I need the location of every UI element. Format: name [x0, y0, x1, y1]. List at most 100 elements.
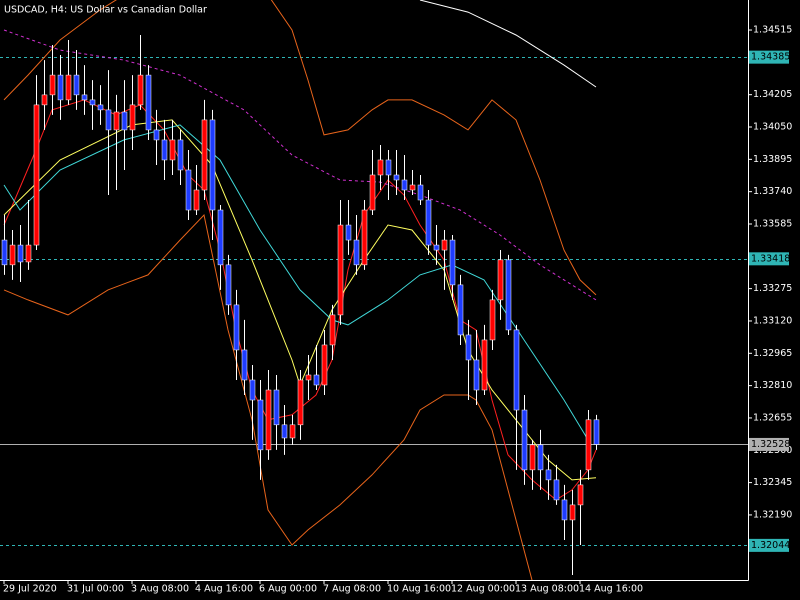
candle-body: [249, 379, 256, 401]
candle-body: [521, 409, 528, 471]
x-tick-label: 12 Aug 00:00: [451, 584, 515, 595]
indicator-line: [3, 0, 597, 296]
candle-body: [41, 94, 48, 106]
candle-body: [361, 209, 368, 266]
y-tick-label: 1.34205: [753, 89, 792, 100]
y-tick-label: 1.33585: [753, 218, 792, 229]
candle-body: [281, 424, 288, 439]
indicator-line: [3, 213, 533, 580]
candle-body: [137, 74, 144, 106]
candle-body: [569, 504, 576, 521]
indicator-line: [3, 29, 597, 301]
candle-body: [577, 484, 584, 506]
candle-body: [209, 119, 216, 211]
x-tick-label: 4 Aug 16:00: [195, 584, 253, 595]
axis-highlight-label: 1.32528: [751, 439, 790, 450]
candle-body: [457, 284, 464, 336]
axis-highlight: [749, 538, 789, 552]
candle-body: [25, 244, 32, 263]
candle-body: [233, 304, 240, 351]
y-tick-label: 1.33895: [753, 154, 792, 165]
candle-body: [89, 99, 96, 106]
x-tick-label: 3 Aug 08:00: [131, 584, 189, 595]
candle-body: [113, 111, 120, 131]
candle-body: [449, 239, 456, 286]
candle-body: [9, 244, 16, 266]
candle-body: [305, 374, 312, 381]
candle-body: [81, 94, 88, 101]
x-tick-label: 14 Aug 16:00: [579, 584, 643, 595]
candle-body: [169, 139, 176, 161]
x-tick-label: 7 Aug 08:00: [323, 584, 381, 595]
candle-body: [441, 239, 448, 251]
candle-body: [425, 199, 432, 246]
plot-area: [0, 0, 748, 580]
y-tick-label: 1.33275: [753, 283, 792, 294]
axis-highlight-label: 1.32044: [751, 540, 790, 551]
candle-body: [129, 104, 136, 131]
candle-body: [185, 169, 192, 211]
candle-body: [201, 119, 208, 191]
candle-body: [465, 334, 472, 361]
candle-body: [57, 74, 64, 101]
candle-body: [393, 174, 400, 181]
y-tick-label: 1.32655: [753, 412, 792, 423]
candle-body: [593, 419, 600, 445]
candle-body: [529, 444, 536, 471]
candle-body: [225, 264, 232, 306]
candle-body: [353, 239, 360, 266]
x-tick-label: 10 Aug 16:00: [387, 584, 451, 595]
candle-body: [145, 74, 152, 131]
y-tick-label: 1.32810: [753, 380, 792, 391]
candle-body: [49, 74, 56, 96]
x-tick-label: 29 Jul 2020: [3, 584, 57, 595]
candle-body: [265, 389, 272, 451]
candle-body: [553, 479, 560, 501]
candle-body: [433, 244, 440, 251]
candle-body: [313, 374, 320, 386]
candle-body: [97, 104, 104, 111]
candle-body: [513, 329, 520, 411]
candle-body: [489, 299, 496, 341]
candle-body: [241, 349, 248, 381]
candle-body: [193, 189, 200, 211]
candle-body: [545, 469, 552, 481]
candle-body: [297, 379, 304, 426]
candle-body: [377, 159, 384, 176]
candle-body: [345, 224, 352, 241]
axis-highlight: [749, 50, 789, 64]
candle-body: [73, 74, 80, 96]
candle-body: [153, 129, 160, 141]
candle-body: [65, 74, 72, 101]
candle-body: [161, 139, 168, 161]
candle-body: [257, 399, 264, 451]
candle-body: [273, 389, 280, 426]
candle-body: [217, 209, 224, 266]
candle-body: [177, 139, 184, 171]
y-tick-label: 1.32190: [753, 509, 792, 520]
candle-body: [385, 159, 392, 176]
candle-body: [289, 424, 296, 439]
candle-body: [105, 109, 112, 131]
x-tick-label: 13 Aug 08:00: [515, 584, 579, 595]
candle-body: [121, 111, 128, 131]
candle-body: [17, 244, 24, 263]
candle-body: [505, 259, 512, 331]
chart-title: USDCAD, H4: US Dollar vs Canadian Dollar: [4, 5, 207, 16]
candle-body: [481, 339, 488, 391]
y-tick-label: 1.34515: [753, 25, 792, 36]
x-tick-label: 31 Jul 00:00: [67, 584, 124, 595]
candle-body: [337, 224, 344, 316]
y-tick-label: 1.32345: [753, 477, 792, 488]
axis-highlight: [749, 252, 789, 266]
candle-body: [369, 174, 376, 211]
candle-body: [537, 444, 544, 471]
y-tick-label: 1.32965: [753, 348, 792, 359]
candle-body: [473, 359, 480, 391]
candle-body: [401, 179, 408, 191]
axis-highlight: [749, 437, 789, 451]
candle-body: [1, 239, 8, 266]
indicator-line: [419, 0, 597, 88]
